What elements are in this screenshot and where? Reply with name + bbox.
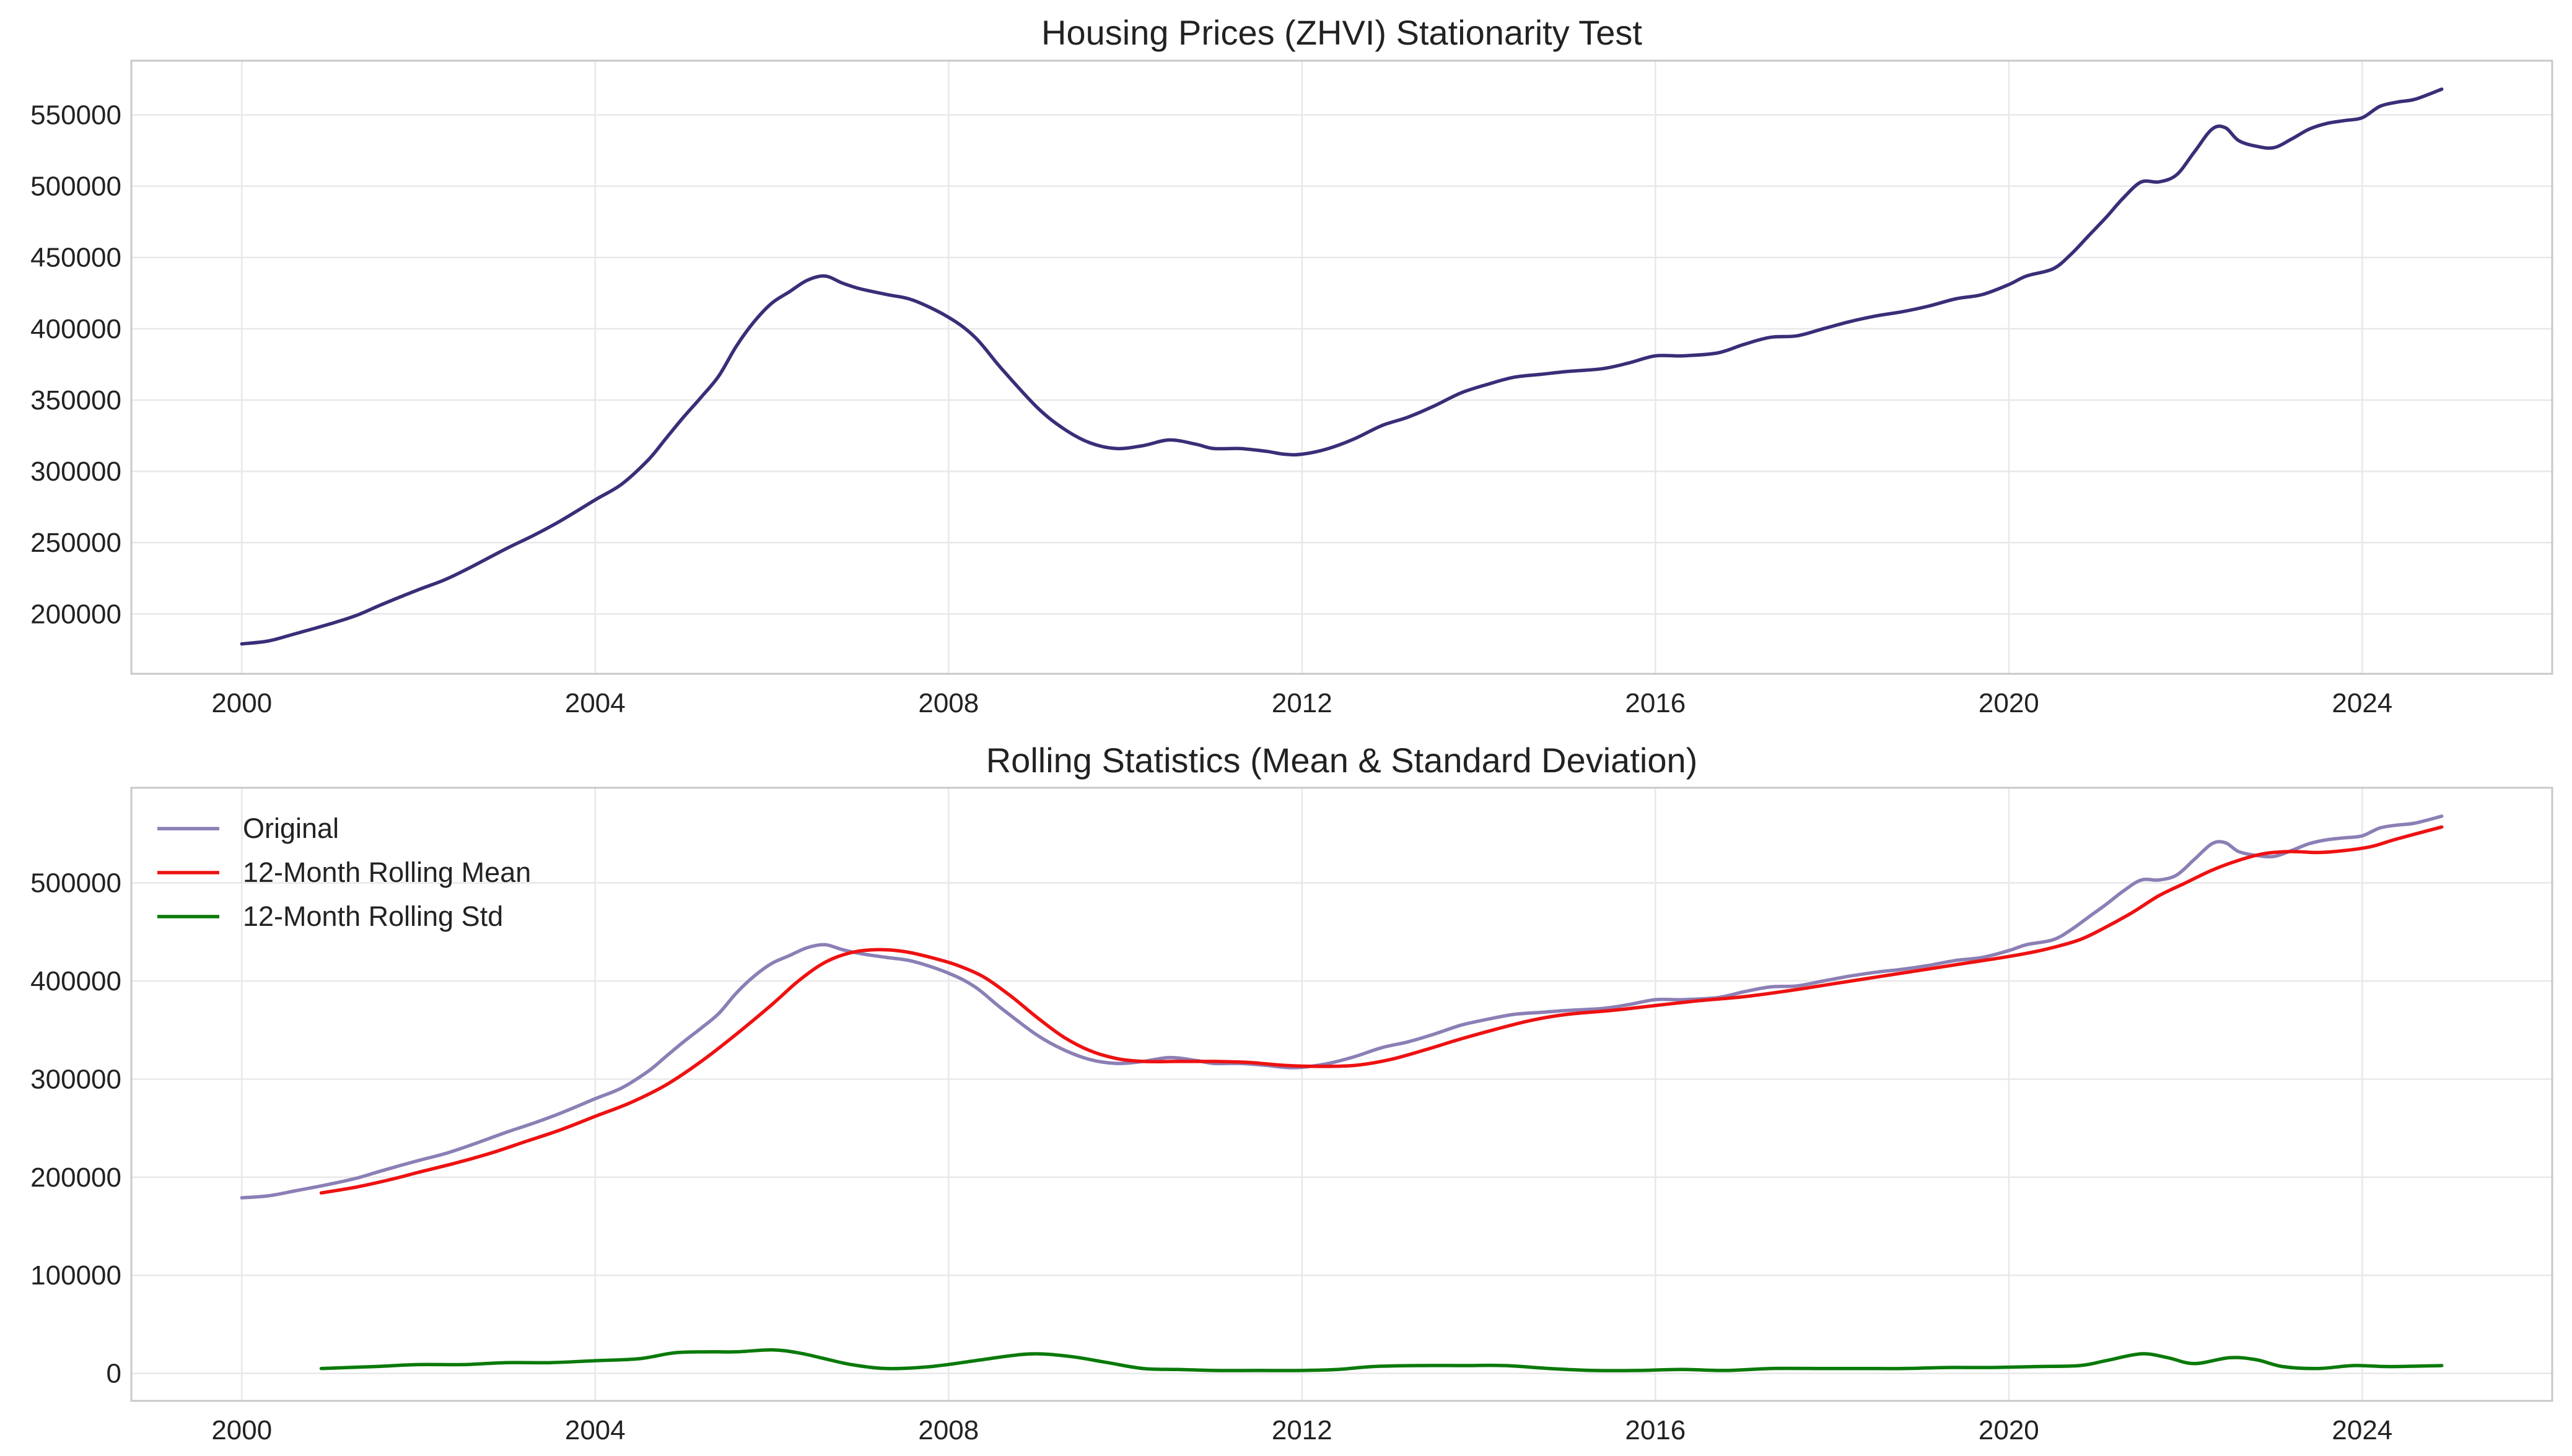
price-panel-grid	[131, 61, 2552, 674]
price-panel-frame	[130, 59, 2553, 675]
price-panel-y-tick-label: 300000	[30, 456, 121, 487]
price-panel-y-tick-label: 450000	[30, 243, 121, 273]
price-panel-x-tick-label: 2020	[1979, 688, 2039, 718]
price-panel-x-ticks: 2000 2004 2008 2012 2016 2020 2024	[211, 688, 2392, 718]
price-panel-line-original	[240, 87, 2444, 646]
rolling-panel-y-tick-label: 0	[107, 1359, 121, 1389]
rolling-panel-y-ticks: 0 100000 200000 300000 400000 500000	[30, 868, 121, 1389]
price-panel-y-tick-label: 250000	[30, 528, 121, 558]
rolling-panel-y-tick-label: 400000	[30, 966, 121, 996]
price-panel-x-tick-label: 2004	[565, 688, 626, 718]
price-panel-y-tick-label: 200000	[30, 599, 121, 629]
legend-label-mean: 12-Month Rolling Mean	[243, 857, 531, 888]
rolling-panel-x-tick-label: 2008	[918, 1415, 979, 1445]
rolling-panel-x-tick-label: 2004	[565, 1415, 626, 1445]
rolling-panel-x-tick-label: 2016	[1625, 1415, 1686, 1445]
rolling-panel-y-tick-label: 300000	[30, 1064, 121, 1094]
rolling-panel-line-std	[319, 1348, 2444, 1372]
rolling-panel-title: Rolling Statistics (Mean & Standard Devi…	[986, 741, 1698, 780]
rolling-panel-frame	[130, 787, 2553, 1402]
price-panel-x-tick-label: 2012	[1272, 688, 1332, 718]
rolling-panel-series	[240, 814, 2444, 1372]
rolling-panel-x-tick-label: 2024	[2332, 1415, 2392, 1445]
price-panel-series	[240, 87, 2444, 646]
price-panel-x-tick-label: 2024	[2332, 688, 2392, 718]
price-panel-y-tick-label: 500000	[30, 172, 121, 202]
legend: Original 12-Month Rolling Mean 12-Month Ro…	[157, 813, 531, 932]
rolling-panel-x-tick-label: 2000	[211, 1415, 272, 1445]
rolling-panel-line-original	[240, 814, 2444, 1200]
price-panel-y-tick-label: 400000	[30, 314, 121, 344]
rolling-panel-x-ticks: 2000 2004 2008 2012 2016 2020 2024	[211, 1415, 2392, 1445]
rolling-panel-x-tick-label: 2012	[1272, 1415, 1332, 1445]
price-panel-x-tick-label: 2000	[211, 688, 272, 718]
rolling-panel-grid	[131, 788, 2552, 1401]
rolling-panel-y-tick-label: 100000	[30, 1260, 121, 1291]
price-panel-title: Housing Prices (ZHVI) Stationarity Test	[1041, 13, 1642, 52]
rolling-panel: 2000 2004 2008 2012 2016 2020 2024 0 100000 2000…	[30, 741, 2553, 1445]
price-panel-x-tick-label: 2008	[918, 688, 979, 718]
price-panel: 2000 2004 2008 2012 2016 2020 2024 200000 25000…	[30, 13, 2553, 718]
price-panel-y-ticks: 200000 250000 300000 350000 400000 450000 5000…	[30, 100, 121, 629]
price-panel-x-tick-label: 2016	[1625, 688, 1686, 718]
rolling-panel-y-tick-label: 200000	[30, 1162, 121, 1193]
legend-label-std: 12-Month Rolling Std	[243, 900, 503, 932]
legend-label-original: Original	[243, 813, 339, 844]
rolling-panel-line-mean	[319, 825, 2444, 1195]
price-panel-y-tick-label: 550000	[30, 100, 121, 130]
rolling-panel-x-tick-label: 2020	[1979, 1415, 2039, 1445]
price-panel-y-tick-label: 350000	[30, 385, 121, 416]
rolling-panel-y-tick-label: 500000	[30, 868, 121, 899]
